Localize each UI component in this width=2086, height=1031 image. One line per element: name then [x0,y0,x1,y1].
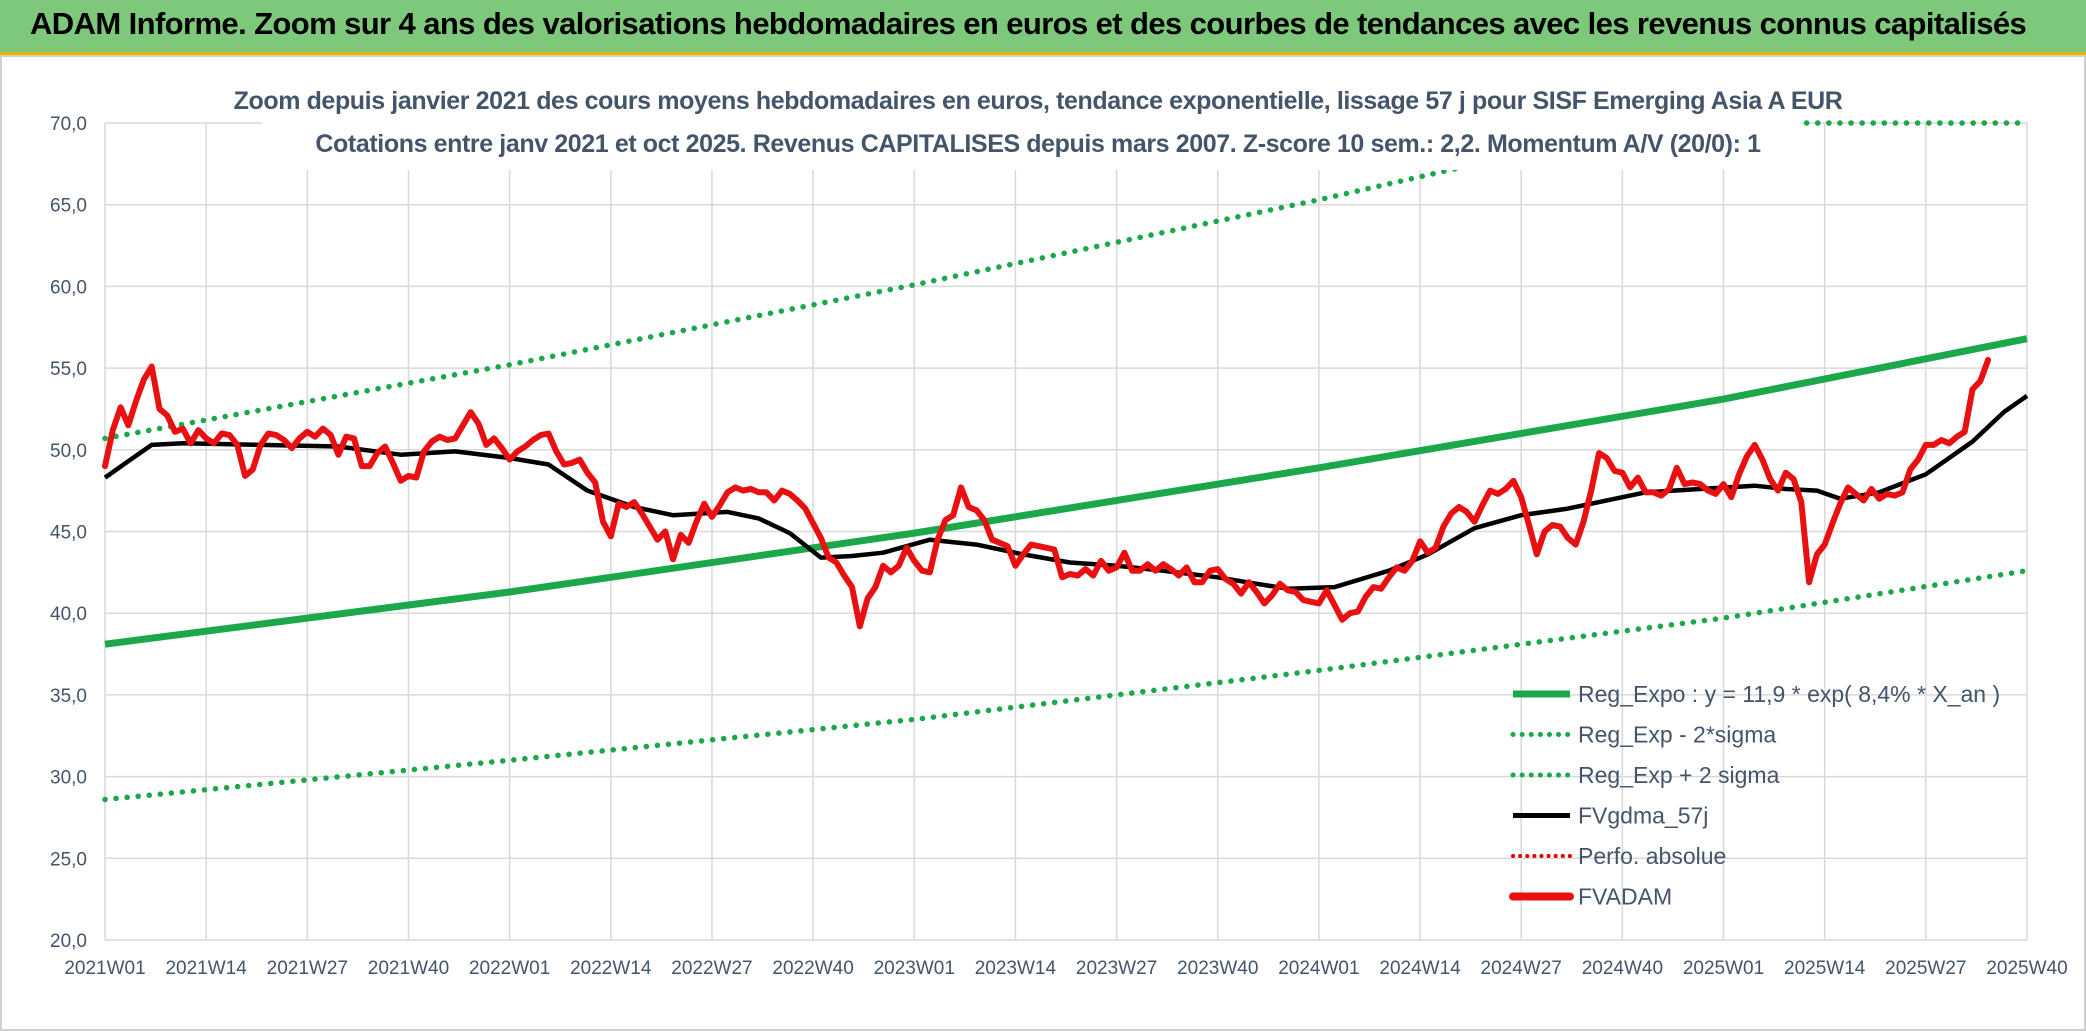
y-tick-label: 70,0 [50,114,87,135]
x-tick-label: 2024W27 [1481,958,1562,979]
series-reg-exp-plus-2sigma [102,154,1509,442]
gridlines [104,122,2028,941]
x-tick-label: 2022W40 [772,958,853,979]
legend: Reg_Expo : y = 11,9 * exp( 8,4% * X_an )… [1509,681,2000,910]
legend-label-perfo: Perfo. absolue [1578,843,1726,869]
x-tick-label: 2021W14 [165,958,247,979]
x-tick-label: 2021W27 [267,958,348,979]
x-tick-label: 2022W27 [671,958,752,979]
chart-frame [0,55,2086,1031]
x-tick-label: 2025W14 [1784,958,1866,979]
x-tick-label: 2025W40 [1986,958,2067,979]
y-tick-label: 20,0 [50,931,87,952]
series-fvadam [102,356,1992,630]
x-tick-label: 2024W14 [1379,958,1461,979]
legend-label-fvadam: FVADAM [1578,884,1672,910]
x-tick-label: 2023W40 [1177,958,1258,979]
chart-subtitle-line1: Zoom depuis janvier 2021 des cours moyen… [234,87,1843,115]
y-axis-labels: 70,0 65,0 60,0 55,0 50,0 45,0 40,0 35,0 30,0 25,0… [50,114,87,952]
series-reg-expo [104,335,2028,648]
x-tick-label: 2025W27 [1885,958,1966,979]
title-banner: ADAM Informe. Zoom sur 4 ans des valoris… [0,0,2086,55]
y-tick-label: 50,0 [50,441,87,462]
x-tick-label: 2021W01 [64,958,145,979]
x-tick-label: 2023W27 [1076,958,1157,979]
x-tick-label: 2021W40 [368,958,449,979]
x-tick-label: 2025W01 [1683,958,1764,979]
y-tick-label: 40,0 [50,604,87,625]
x-tick-label: 2024W40 [1582,958,1663,979]
y-tick-label: 55,0 [50,359,87,380]
subtitle-background [262,84,1802,170]
x-tick-label: 2023W01 [874,958,955,979]
banner-title: ADAM Informe. Zoom sur 4 ans des valoris… [30,6,2027,41]
legend-label-reg_expo: Reg_Expo : y = 11,9 * exp( 8,4% * X_an ) [1578,681,2000,707]
y-tick-label: 30,0 [50,768,87,789]
y-tick-label: 25,0 [50,849,87,870]
x-axis-labels: 2021W01 2021W14 2021W27 2021W40 2022W01 2022W… [64,958,2067,979]
series-layer [102,120,2030,803]
chart-subtitle-line2: Cotations entre janv 2021 et oct 2025. R… [315,130,1761,158]
legend-label-plus2: Reg_Exp + 2 sigma [1578,762,1780,788]
legend-label-fvgdma: FVgdma_57j [1578,803,1708,829]
y-tick-label: 60,0 [50,277,87,298]
x-tick-label: 2023W14 [975,958,1057,979]
series-fvgdma-57j [103,394,2029,591]
x-tick-label: 2022W14 [570,958,652,979]
y-tick-label: 65,0 [50,196,87,217]
legend-label-minus2: Reg_Exp - 2*sigma [1578,722,1776,748]
x-tick-label: 2024W01 [1278,958,1359,979]
y-tick-label: 45,0 [50,523,87,544]
x-tick-label: 2022W01 [469,958,550,979]
y-tick-label: 35,0 [50,686,87,707]
